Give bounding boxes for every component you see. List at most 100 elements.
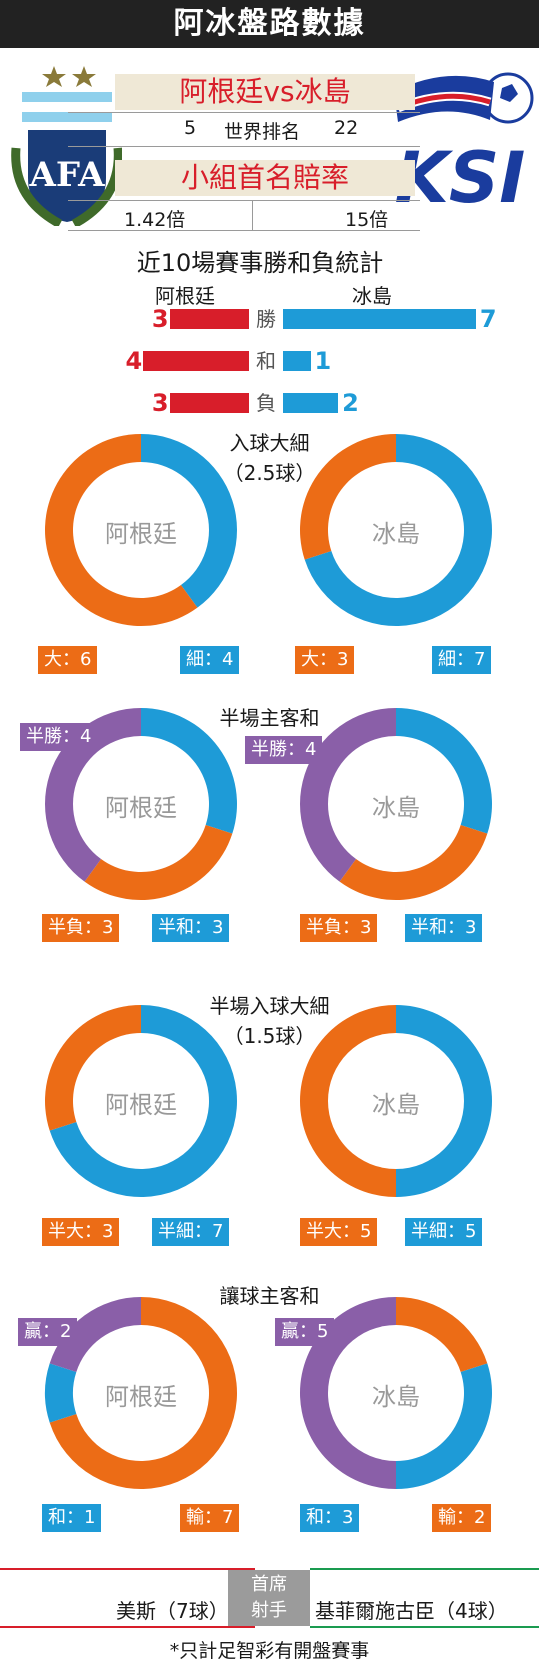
recent-team-right: 冰島 bbox=[352, 284, 392, 308]
rank-left: 5 bbox=[184, 117, 197, 139]
afa-logo: AFA bbox=[10, 58, 123, 228]
footer-line bbox=[310, 1626, 539, 1628]
section-title: 讓球主客和 bbox=[219, 1284, 320, 1308]
slice-label: 半大：5 bbox=[300, 1218, 378, 1246]
divider bbox=[252, 200, 253, 230]
divider bbox=[68, 230, 420, 231]
donut-slice bbox=[396, 708, 492, 834]
bar-left bbox=[143, 351, 249, 371]
donut-team-label: 冰島 bbox=[372, 520, 420, 548]
donut-slice bbox=[396, 1005, 493, 1197]
bar-result-label: 和 bbox=[249, 348, 283, 374]
footer-line bbox=[310, 1568, 539, 1570]
slice-label: 半細：7 bbox=[152, 1218, 230, 1246]
slice-label: 大：3 bbox=[295, 646, 355, 674]
slice-label: 半負：3 bbox=[300, 914, 378, 942]
slice-label: 輸：2 bbox=[432, 1504, 492, 1532]
bar-left-value: 3 bbox=[151, 389, 169, 417]
odds-left: 1.42倍 bbox=[124, 209, 186, 231]
top-scorer-line1: 首席 bbox=[251, 1574, 287, 1595]
donut-slice bbox=[339, 825, 488, 900]
donut-team-label: 阿根廷 bbox=[105, 1383, 177, 1411]
donut-chart bbox=[44, 1297, 238, 1489]
bar-left bbox=[169, 309, 249, 329]
donut-slice bbox=[44, 1005, 141, 1131]
odds-title: 小組首名賠率 bbox=[180, 161, 349, 194]
section-title: 半場主客和 bbox=[219, 706, 320, 730]
slice-label: 半負：3 bbox=[42, 914, 120, 942]
slice-label: 輸：7 bbox=[180, 1504, 240, 1532]
section-title: 半場入球大細 bbox=[209, 994, 330, 1018]
donut-slice bbox=[44, 1363, 77, 1423]
donut-team-label: 冰島 bbox=[372, 1383, 420, 1411]
recent-title: 近10場賽事勝和負統計 bbox=[136, 249, 384, 277]
donut-slice bbox=[49, 1297, 141, 1372]
odds-band: 小組首名賠率 bbox=[115, 160, 415, 196]
donut-slice bbox=[300, 708, 396, 882]
donut-slice bbox=[45, 434, 198, 626]
donut-chart bbox=[45, 434, 237, 626]
donut-slice bbox=[141, 708, 238, 834]
donut-slice bbox=[49, 1005, 238, 1197]
donut-chart bbox=[299, 1005, 493, 1197]
donut-team-label: 冰島 bbox=[372, 1091, 420, 1119]
match-band: 阿根廷vs冰島 bbox=[115, 74, 415, 110]
scorer-left: 美斯（7球） bbox=[116, 1599, 229, 1623]
bar-left-value: 3 bbox=[151, 305, 169, 333]
divider bbox=[68, 146, 420, 147]
slice-label: 和：3 bbox=[300, 1504, 360, 1532]
donut-slice bbox=[84, 825, 233, 900]
bar-result-label: 勝 bbox=[249, 306, 283, 332]
page-title: 阿冰盤路數據 bbox=[0, 0, 539, 48]
slice-label: 贏：2 bbox=[18, 1318, 78, 1346]
slice-label: 半勝：4 bbox=[20, 723, 98, 751]
slice-label: 大：6 bbox=[38, 646, 98, 674]
donut-chart bbox=[300, 708, 492, 900]
bar-right bbox=[283, 309, 476, 329]
slice-label: 半和：3 bbox=[405, 914, 483, 942]
odds-right: 15倍 bbox=[345, 209, 389, 231]
donut-chart bbox=[44, 1005, 238, 1197]
donut-slice bbox=[141, 434, 237, 608]
scorer-right: 基菲爾施古臣（4球） bbox=[315, 1599, 508, 1623]
donut-team-label: 阿根廷 bbox=[105, 520, 177, 548]
slice-label: 贏：5 bbox=[275, 1318, 335, 1346]
bar-right bbox=[283, 351, 311, 371]
recent-team-left: 阿根廷 bbox=[155, 284, 215, 308]
bar-result-label: 負 bbox=[249, 390, 283, 416]
bar-right bbox=[283, 393, 339, 413]
footer-line bbox=[0, 1568, 255, 1570]
donut-slice bbox=[49, 1297, 238, 1489]
footer-note: *只計足智彩有開盤賽事 bbox=[169, 1640, 370, 1662]
section-title: 入球大細 bbox=[229, 431, 310, 455]
svg-text:KSI: KSI bbox=[395, 137, 526, 212]
donut-slice bbox=[396, 1297, 488, 1372]
slice-label: 細：7 bbox=[432, 646, 492, 674]
donut-slice bbox=[300, 434, 396, 560]
rank-right: 22 bbox=[334, 117, 359, 139]
divider bbox=[68, 200, 420, 201]
top-scorer-line2: 射手 bbox=[251, 1600, 287, 1621]
slice-label: 和：1 bbox=[42, 1504, 102, 1532]
top-scorer-box: 首席 射手 bbox=[228, 1570, 310, 1626]
donut-team-label: 冰島 bbox=[372, 794, 420, 822]
bar-left bbox=[169, 393, 249, 413]
bar-left-value: 4 bbox=[125, 347, 143, 375]
section-subtitle: （2.5球） bbox=[223, 461, 316, 485]
bar-right-value: 1 bbox=[314, 347, 332, 375]
donut-slice bbox=[396, 1363, 492, 1489]
slice-label: 細：4 bbox=[180, 646, 240, 674]
bar-right-value: 2 bbox=[342, 389, 359, 417]
donut-chart bbox=[45, 708, 238, 900]
divider bbox=[68, 112, 420, 113]
donut-team-label: 阿根廷 bbox=[105, 794, 177, 822]
footer-line bbox=[0, 1626, 255, 1628]
ksi-logo: KSI bbox=[384, 62, 534, 219]
donut-slice bbox=[45, 708, 141, 882]
slice-label: 半大：3 bbox=[42, 1218, 120, 1246]
donut-team-label: 阿根廷 bbox=[105, 1091, 177, 1119]
donut-slice bbox=[304, 434, 492, 626]
donut-slice bbox=[299, 1005, 396, 1197]
match-title: 阿根廷vs冰島 bbox=[179, 75, 351, 108]
rank-label: 世界排名 bbox=[224, 121, 301, 143]
